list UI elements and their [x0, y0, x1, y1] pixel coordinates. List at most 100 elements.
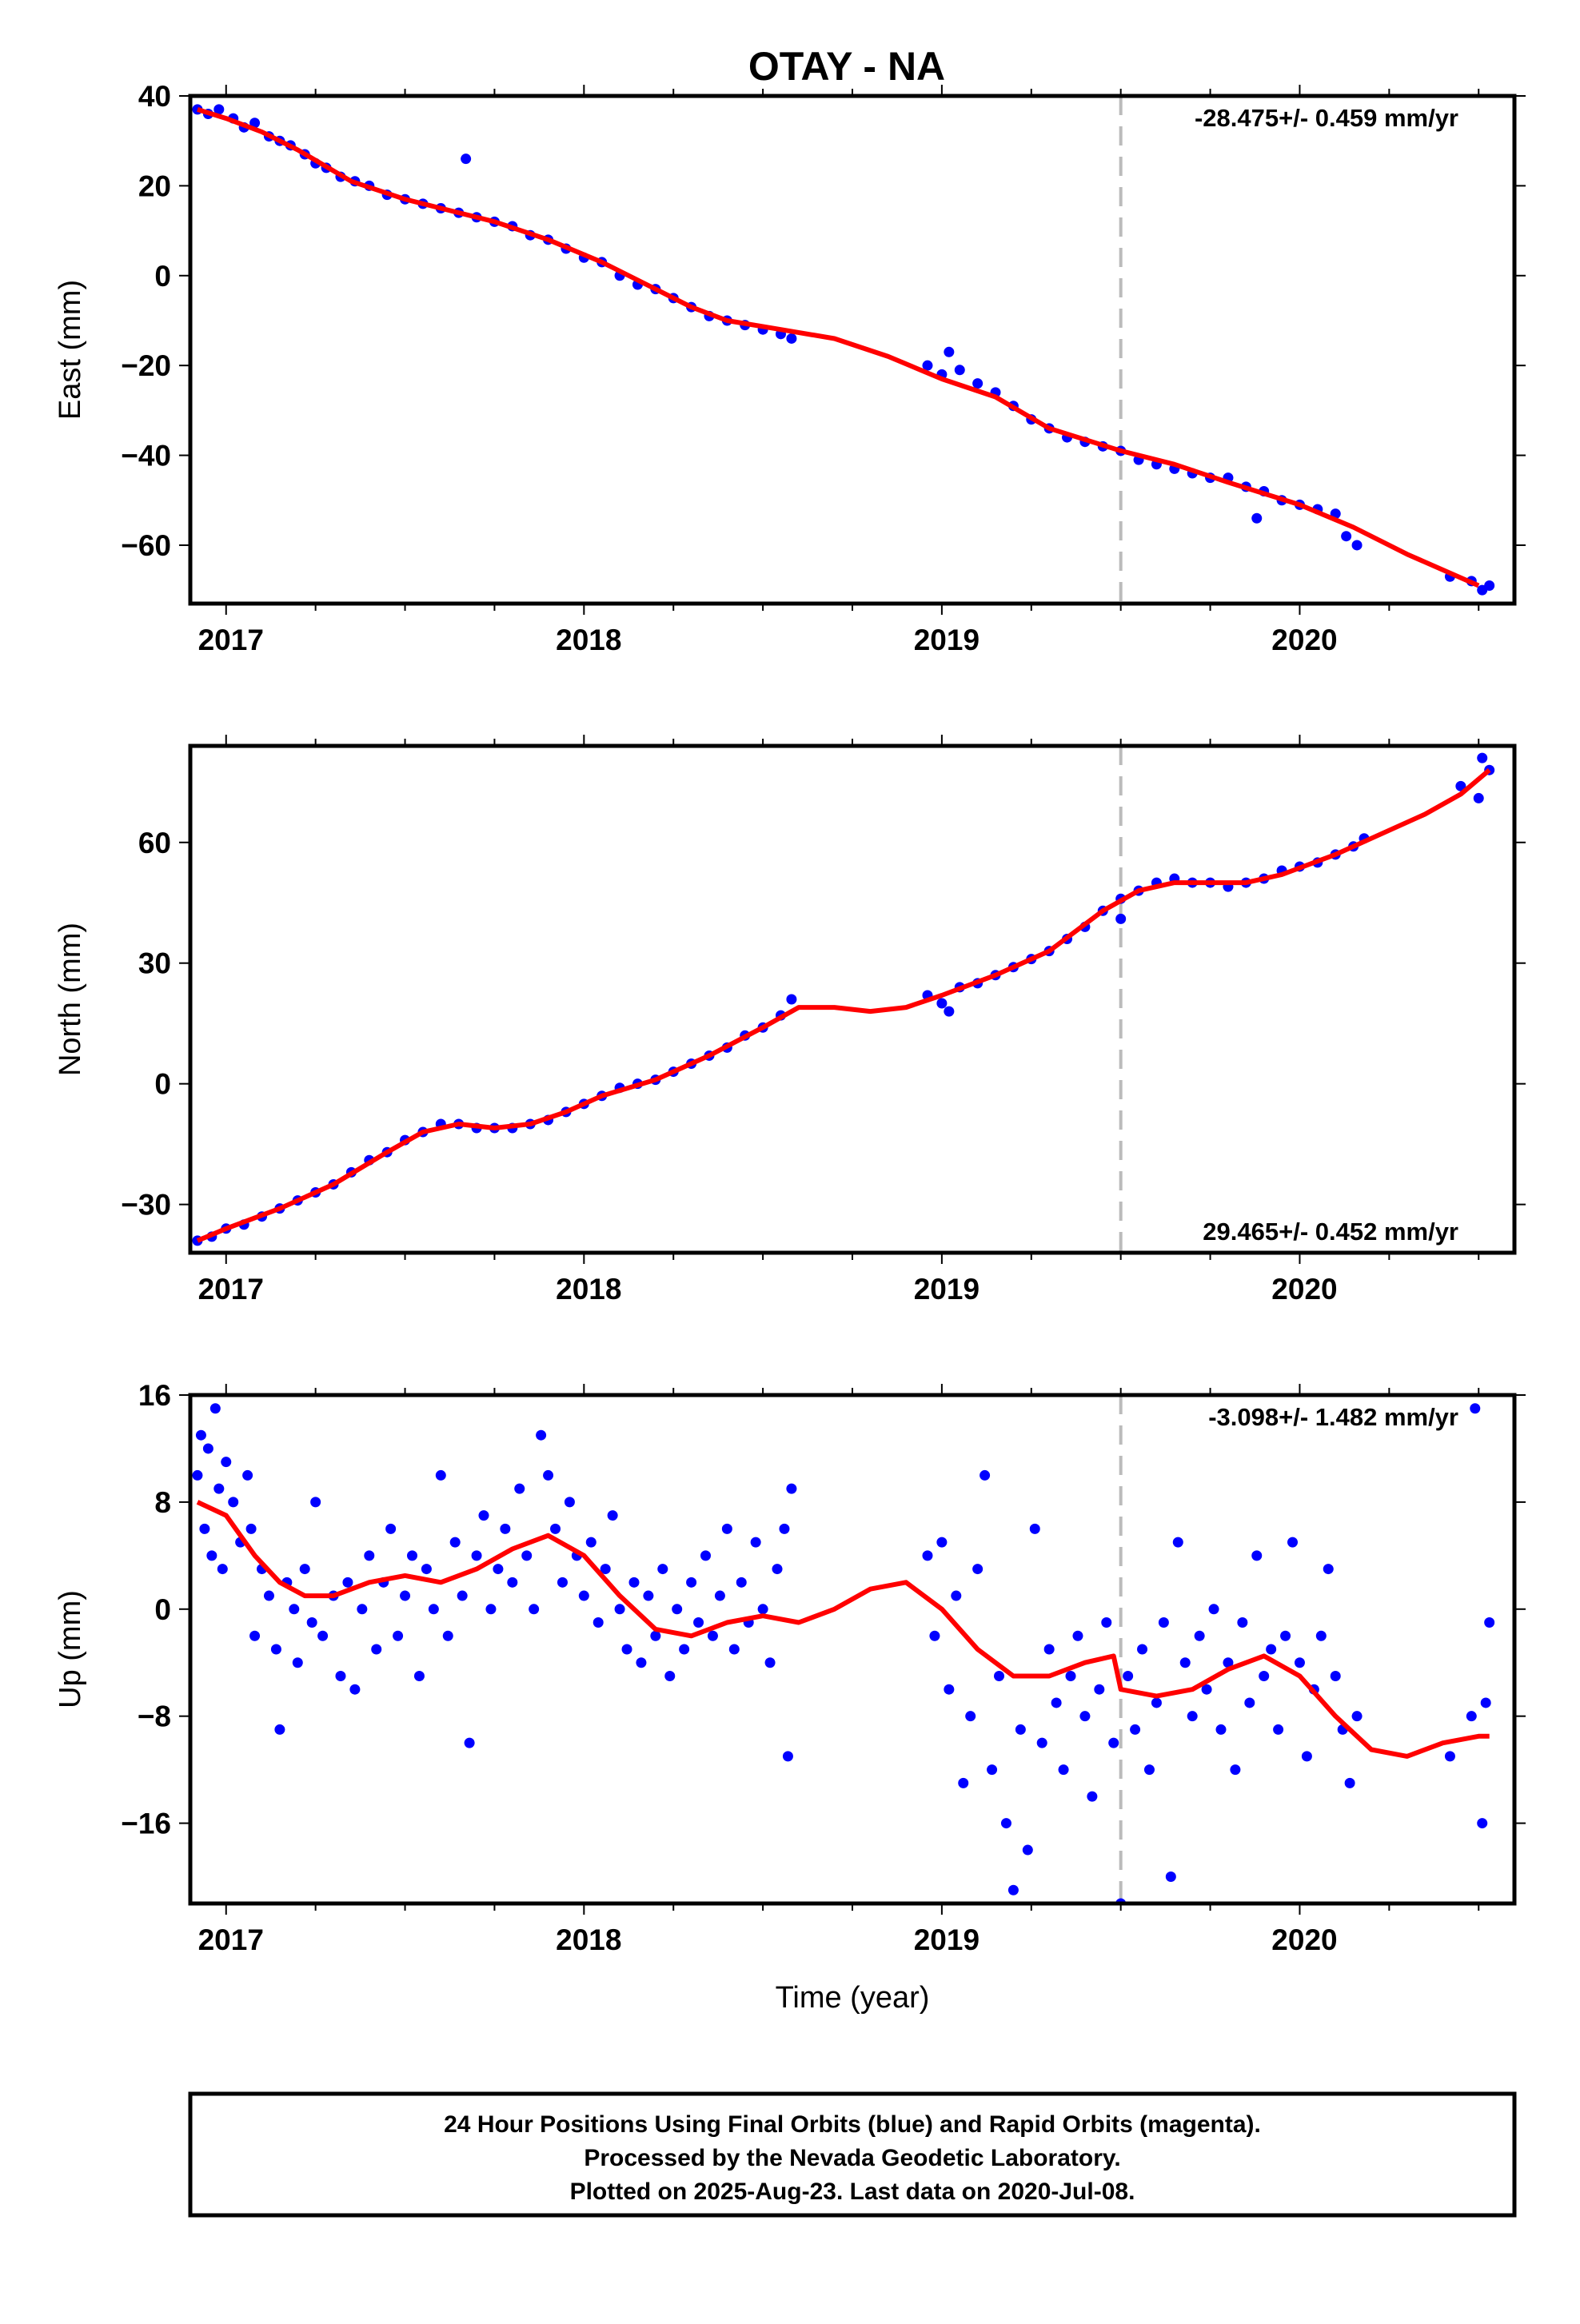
panel-north: 2017 2018 2019 2020 60 30 0 −30 North (mm) 29.465…: [54, 735, 1526, 1306]
data-point: [721, 1523, 732, 1534]
data-point: [1280, 1630, 1291, 1641]
y-tick-label: 0: [154, 1068, 171, 1101]
data-point: [461, 153, 472, 165]
data-point: [1051, 1697, 1062, 1708]
data-point: [299, 1564, 310, 1575]
data-point: [1000, 1818, 1011, 1829]
data-point: [1043, 1644, 1055, 1655]
data-point: [206, 1550, 217, 1561]
y-tick-label: −16: [121, 1808, 171, 1840]
data-point: [536, 1429, 547, 1441]
data-point: [1065, 1670, 1076, 1681]
data-point: [1315, 1630, 1327, 1641]
data-point: [217, 1564, 228, 1575]
data-point: [929, 1630, 940, 1641]
data-point: [364, 1550, 375, 1561]
y-axis-label: East (mm): [54, 280, 87, 420]
data-point: [413, 1670, 425, 1681]
y-tick-label: 60: [138, 827, 171, 859]
data-point: [664, 1670, 676, 1681]
fit-line: [197, 107, 1480, 588]
x-tick-label: 2018: [556, 1923, 621, 1956]
data-point: [421, 1564, 432, 1575]
data-point: [643, 1590, 654, 1601]
data-point: [944, 1684, 955, 1695]
data-point: [1022, 1844, 1033, 1856]
data-point: [1244, 1697, 1255, 1708]
data-point: [714, 1590, 725, 1601]
data-point: [306, 1617, 317, 1628]
panel-frame: [188, 743, 1517, 1255]
y-tick-label: 8: [154, 1486, 171, 1519]
x-axis-label: Time (year): [776, 1981, 930, 2015]
data-point: [786, 333, 797, 344]
data-point: [736, 1577, 747, 1588]
data-point: [965, 1711, 976, 1722]
data-point: [406, 1550, 417, 1561]
data-point: [543, 1469, 554, 1481]
plot-content: [192, 1395, 1495, 1903]
data-point: [1201, 1684, 1212, 1695]
data-point: [764, 1657, 776, 1668]
y-tick-label: 0: [154, 260, 171, 293]
data-point: [213, 1483, 225, 1494]
data-point: [936, 1537, 948, 1548]
x-tick-label: 2019: [914, 1923, 980, 1956]
plot-content: [192, 96, 1495, 604]
data-point: [779, 1523, 790, 1534]
data-point: [700, 1550, 711, 1561]
data-point: [922, 360, 933, 371]
data-point: [693, 1617, 704, 1628]
data-point: [1341, 531, 1352, 542]
data-point: [274, 1724, 285, 1735]
data-point: [1223, 1657, 1234, 1668]
data-point: [449, 1537, 461, 1548]
data-point: [1165, 1872, 1176, 1883]
data-point: [994, 1670, 1005, 1681]
footer-line-1: 24 Hour Positions Using Final Orbits (bl…: [444, 2111, 1261, 2138]
data-point: [1480, 1697, 1491, 1708]
y-tick-label: 0: [154, 1593, 171, 1626]
data-point: [1079, 1711, 1091, 1722]
data-point: [249, 1630, 261, 1641]
data-point: [1466, 1711, 1477, 1722]
panel-frame: [188, 1393, 1517, 1906]
data-point: [493, 1564, 504, 1575]
data-point: [521, 1550, 533, 1561]
data-point: [585, 1537, 596, 1548]
x-tick-label: 2020: [1271, 1923, 1337, 1956]
data-point: [1330, 1670, 1341, 1681]
fit-line: [196, 767, 1491, 1243]
data-point: [1251, 1550, 1263, 1561]
x-tick-label: 2018: [556, 624, 621, 656]
data-point: [987, 1764, 998, 1776]
y-axis-label: Up (mm): [54, 1590, 87, 1708]
data-point: [1237, 1617, 1248, 1628]
x-tick-label: 2020: [1271, 624, 1337, 656]
panel-up: 2017 2018 2019 2020 16 8 0 −8 −16 Up (mm) -3.098+/…: [54, 1379, 1526, 2015]
data-point: [786, 1483, 797, 1494]
plot-content: [192, 746, 1495, 1253]
data-point: [757, 1604, 768, 1615]
rate-label: -28.475+/- 0.459 mm/yr: [1195, 104, 1458, 132]
data-point: [435, 1469, 446, 1481]
data-point: [1137, 1644, 1148, 1655]
y-tick-label: 20: [138, 169, 171, 202]
data-point: [1123, 1670, 1134, 1681]
data-point: [636, 1657, 647, 1668]
data-point: [672, 1604, 683, 1615]
data-point: [1484, 580, 1495, 592]
data-point: [1194, 1630, 1205, 1641]
data-point: [342, 1577, 353, 1588]
x-tick-label: 2020: [1271, 1273, 1337, 1306]
data-point: [1087, 1791, 1098, 1802]
footer-frame: [188, 2091, 1517, 2218]
data-point: [621, 1644, 632, 1655]
data-point: [564, 1497, 575, 1508]
data-point: [1179, 1657, 1191, 1668]
data-point: [1230, 1764, 1241, 1776]
y-tick-label: 40: [138, 80, 171, 113]
data-point: [1029, 1523, 1040, 1534]
data-point: [1473, 792, 1484, 803]
data-point: [1287, 1537, 1299, 1548]
